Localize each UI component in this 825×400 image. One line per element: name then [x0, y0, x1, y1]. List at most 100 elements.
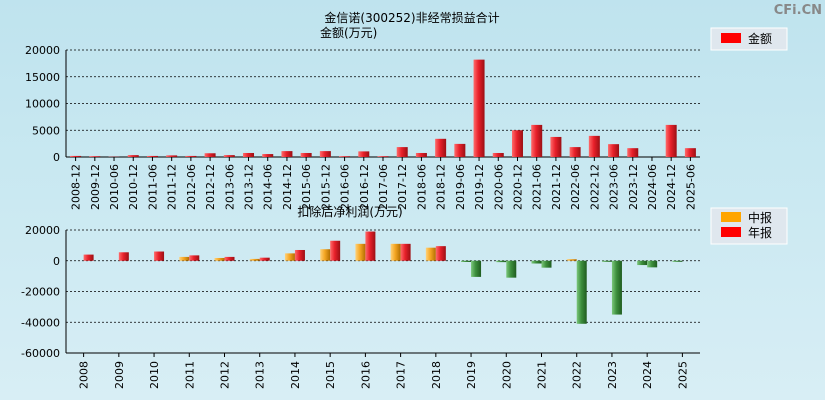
top-x-tick-label: 2015-06: [300, 164, 313, 210]
top-x-tick-label: 2019-12: [473, 164, 486, 210]
bottom-bar-annual: [400, 243, 411, 261]
top-bar: [608, 144, 620, 157]
bottom-bar-interim: [461, 260, 472, 262]
bottom-bar-interim: [284, 253, 295, 261]
bottom-chart: 20000 0 -20000 -40000 -60000 2008 2009 2010 2011…: [21, 224, 700, 389]
bottom-bar-annual: [541, 260, 552, 268]
top-x-tick-label: 2023-12: [627, 164, 640, 210]
bottom-bar-annual: [83, 254, 94, 261]
top-bar: [550, 136, 562, 157]
top-bar: [492, 152, 504, 157]
bottom-bar-interim: [320, 249, 331, 261]
top-x-tick-label: 2010-06: [108, 164, 121, 210]
bottom-x-tick-label: 2023: [606, 361, 619, 389]
bottom-bar-annual: [294, 249, 305, 261]
bottom-bar-annual: [647, 260, 658, 268]
top-x-tick-label: 2018-06: [415, 164, 428, 210]
top-x-tick-label: 2011-06: [146, 164, 159, 210]
bottom-bar-annual: [154, 251, 165, 261]
top-bar: [358, 151, 370, 157]
bottom-bar-interim: [531, 260, 542, 264]
bottom-x-tick-label: 2018: [430, 361, 443, 389]
top-bar: [89, 156, 101, 157]
top-bar: [569, 147, 581, 157]
bottom-bar-interim: [425, 247, 436, 261]
bottom-x-tick-label: 2013: [254, 361, 267, 389]
top-x-tick-label: 2025-06: [684, 164, 697, 210]
top-x-tick-label: 2016-12: [358, 164, 371, 210]
bottom-x-tick-label: 2011: [183, 361, 196, 389]
top-bar: [665, 124, 677, 157]
top-x-tick-label: 2017-06: [377, 164, 390, 210]
top-bar: [204, 153, 216, 157]
top-x-tick-label: 2010-12: [127, 164, 140, 210]
chart-title: 金信诺(300252)非经常损益合计: [324, 10, 499, 25]
top-x-tick-label: 2009-12: [89, 164, 102, 210]
bottom-bar-interim: [637, 260, 648, 266]
bottom-x-tick-label: 2010: [148, 361, 161, 389]
bottom-bar-annual: [576, 260, 587, 324]
bottom-x-tick-label: 2024: [641, 361, 654, 389]
top-x-tick-label: 2019-06: [454, 164, 467, 210]
bottom-bar-annual: [611, 260, 622, 315]
watermark: CFi.CN: [774, 3, 822, 18]
top-x-tick-label: 2014-06: [262, 164, 275, 210]
top-x-tick-label: 2013-06: [223, 164, 236, 210]
bottom-bar-annual: [365, 231, 376, 261]
bottom-x-tick-label: 2016: [359, 361, 372, 389]
legend-swatch-amount: [721, 33, 741, 43]
top-x-tick-label: 2021-06: [531, 164, 544, 210]
bottom-y-tick-label: -60000: [21, 347, 60, 360]
bottom-x-tick-label: 2012: [219, 361, 232, 389]
bottom-chart-title: 扣除后净利润(万元): [297, 204, 402, 219]
legend-label-amount: 金额: [748, 31, 772, 46]
legend-label-annual: 年报: [748, 225, 772, 240]
top-x-tick-label: 2016-06: [339, 164, 352, 210]
top-bar: [243, 152, 255, 157]
top-chart: 0 5000 10000 15000 20000 2008-12 2009-12 2010-0…: [25, 44, 700, 210]
top-bar: [627, 148, 639, 157]
top-bar: [435, 138, 447, 157]
top-x-tick-label: 2018-12: [435, 164, 448, 210]
top-bar: [473, 59, 485, 157]
top-bar: [684, 148, 696, 157]
bottom-x-tick-label: 2025: [676, 361, 689, 389]
bottom-bar-annual: [189, 255, 200, 261]
bottom-bar-annual: [330, 240, 341, 261]
bottom-x-tick-label: 2019: [465, 361, 478, 389]
bottom-bar-annual: [224, 256, 235, 261]
bottom-bar-interim: [672, 260, 683, 262]
bottom-x-tick-label: 2020: [500, 361, 513, 389]
bottom-y-tick-label: 0: [53, 255, 60, 268]
top-bar: [223, 155, 235, 157]
top-x-tick-label: 2012-06: [185, 164, 198, 210]
bottom-x-tick-label: 2014: [289, 361, 302, 389]
top-x-tick-label: 2022-06: [569, 164, 582, 210]
y-axis-label: 金额(万元): [320, 25, 377, 40]
bottom-bar-annual: [118, 252, 129, 261]
top-x-tick-label: 2008-12: [70, 164, 83, 210]
top-x-tick-label: 2020-06: [492, 164, 505, 210]
top-bar: [319, 151, 331, 157]
top-bar: [511, 130, 523, 157]
bottom-y-tick-label: 20000: [25, 224, 60, 237]
top-y-tick-label: 20000: [25, 44, 60, 57]
bottom-bar-interim: [496, 260, 507, 263]
bottom-bar-interim: [179, 256, 190, 261]
top-y-tick-label: 5000: [32, 124, 60, 137]
bottom-y-tick-label: -40000: [21, 316, 60, 329]
top-bar: [454, 143, 466, 157]
bottom-y-tick-label: -20000: [21, 286, 60, 299]
bottom-bar-interim: [214, 257, 225, 261]
top-x-tick-label: 2014-12: [281, 164, 294, 210]
top-x-tick-label: 2020-12: [511, 164, 524, 210]
top-x-tick-label: 2017-12: [396, 164, 409, 210]
legend-swatch-annual: [721, 227, 741, 237]
top-y-tick-label: 0: [53, 151, 60, 164]
legend-label-interim: 中报: [748, 210, 772, 225]
bottom-bar-interim: [249, 258, 260, 261]
top-bar: [300, 152, 312, 157]
top-bar: [146, 155, 158, 157]
